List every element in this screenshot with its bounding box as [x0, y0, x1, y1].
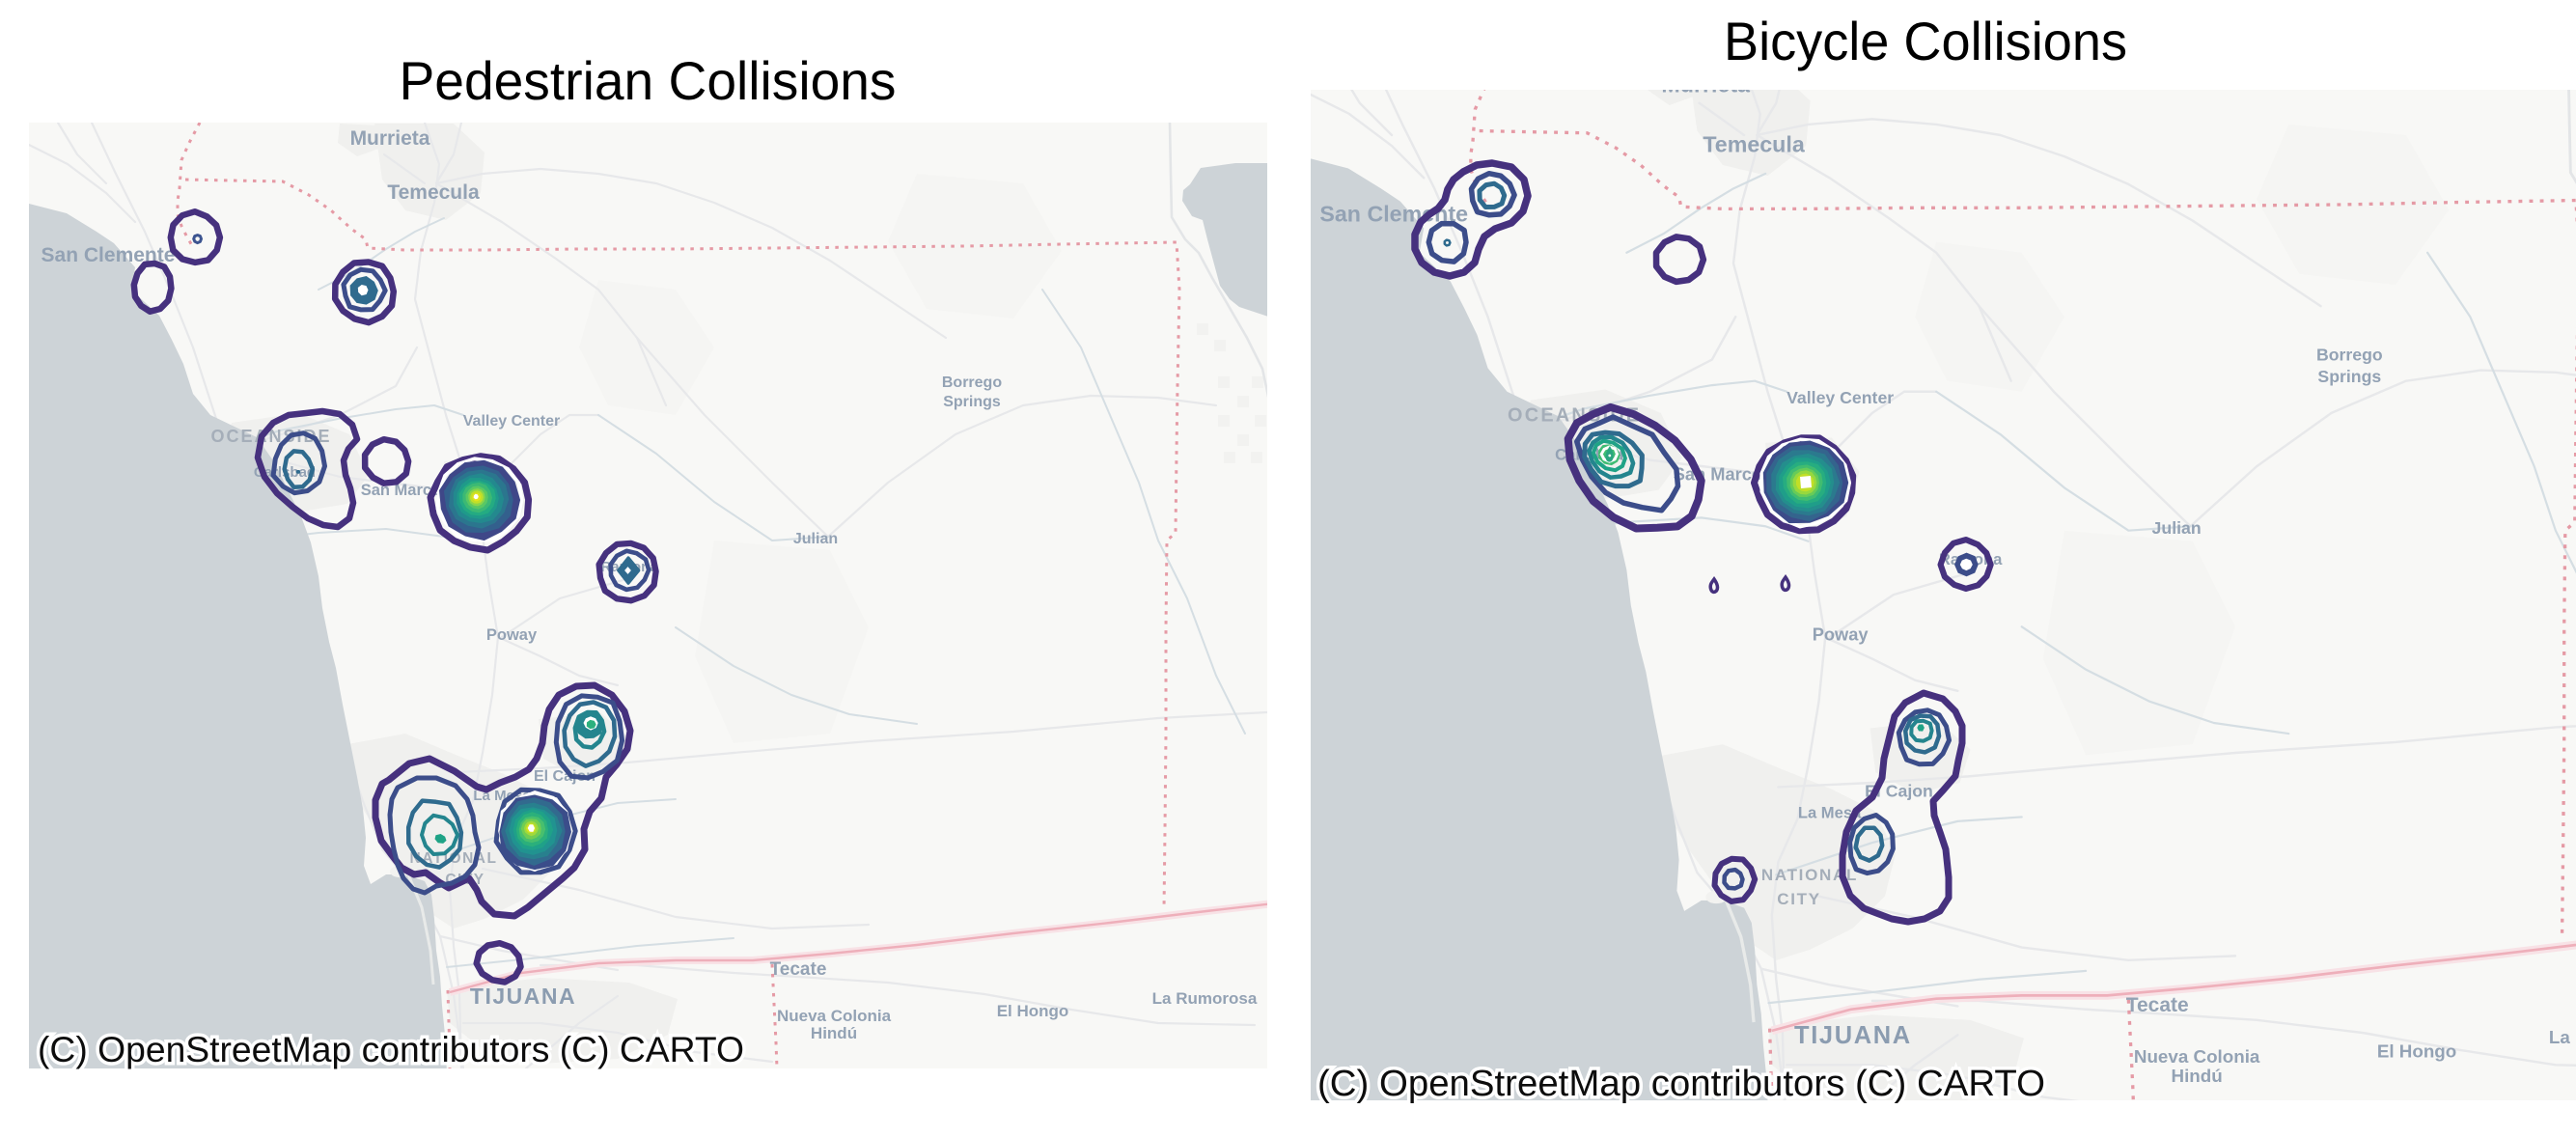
svg-text:Pedestrian Collisions: Pedestrian Collisions	[400, 50, 897, 111]
svg-text:NATIONAL: NATIONAL	[1761, 866, 1858, 884]
svg-text:(C) OpenStreetMap contributors: (C) OpenStreetMap contributors (C) CARTO	[38, 1030, 744, 1069]
svg-text:(C) OpenStreetMap contributors: (C) OpenStreetMap contributors (C) CARTO	[1317, 1064, 2045, 1104]
svg-text:CITY: CITY	[1777, 890, 1821, 908]
svg-text:Bicycle Collisions: Bicycle Collisions	[1724, 11, 2127, 71]
